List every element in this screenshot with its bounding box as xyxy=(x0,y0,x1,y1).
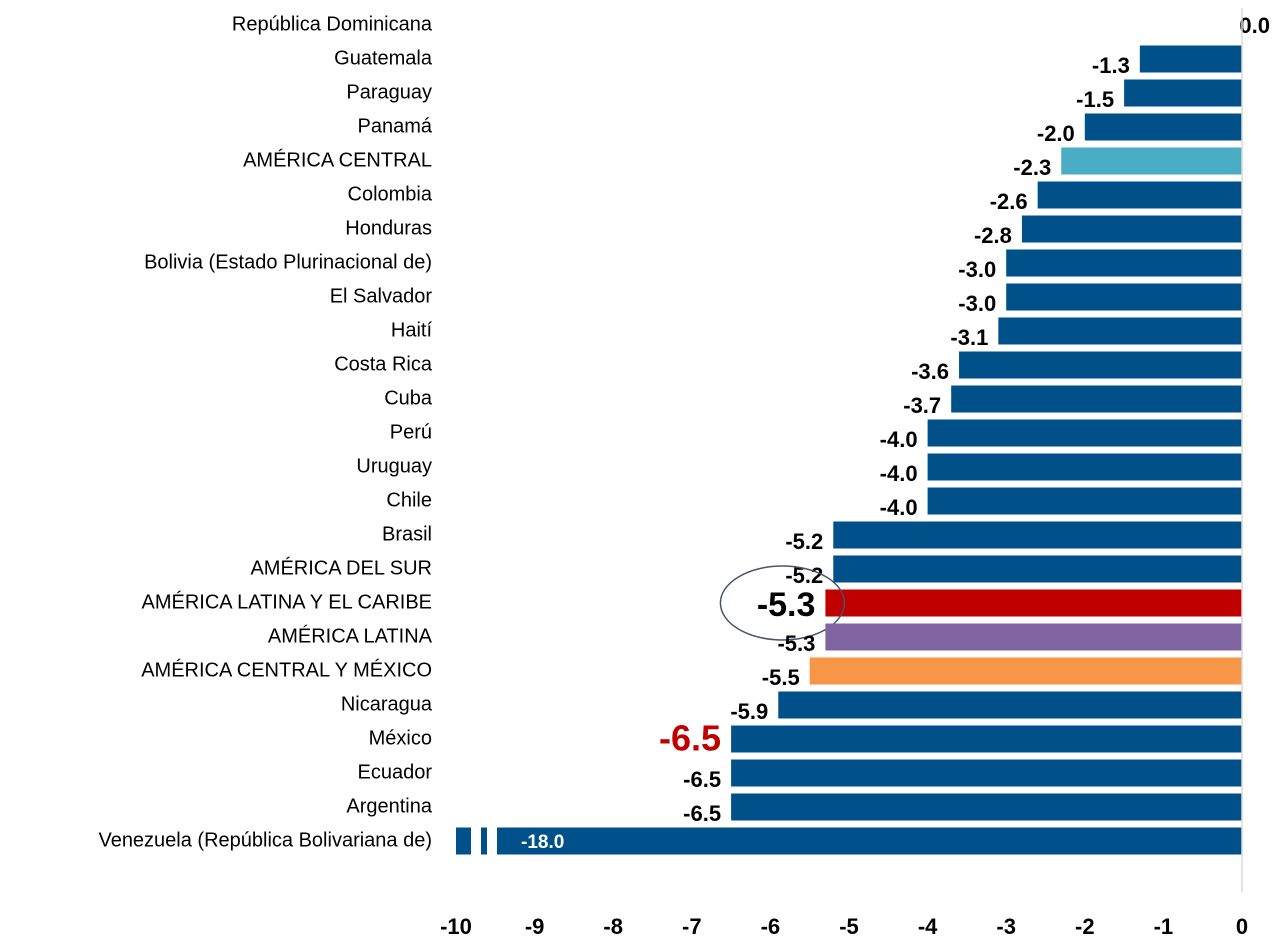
axis-break xyxy=(487,826,497,856)
bar xyxy=(1124,79,1242,107)
category-label: Honduras xyxy=(345,217,432,239)
bar xyxy=(951,385,1242,413)
value-label: -3.6 xyxy=(911,359,949,384)
category-label: Colombia xyxy=(348,183,433,205)
value-label: -4.0 xyxy=(880,461,918,486)
x-tick-label: -7 xyxy=(682,914,702,939)
category-label: Uruguay xyxy=(356,455,432,477)
value-label: -3.0 xyxy=(958,257,996,282)
bar xyxy=(1037,181,1242,209)
value-label: -6.5 xyxy=(683,801,721,826)
bar xyxy=(927,419,1242,447)
bar xyxy=(833,521,1242,549)
value-label: -2.3 xyxy=(1013,155,1051,180)
value-label: -5.9 xyxy=(730,699,768,724)
value-label: -5.3 xyxy=(777,631,815,656)
value-label: -1.5 xyxy=(1076,87,1114,112)
x-tick-label: -1 xyxy=(1154,914,1174,939)
bar xyxy=(1006,283,1242,311)
highlight-ellipse xyxy=(719,565,846,641)
category-label: AMÉRICA LATINA xyxy=(268,624,433,647)
category-label: Paraguay xyxy=(346,81,432,103)
category-label: México xyxy=(369,727,432,749)
bar xyxy=(927,487,1242,515)
category-label: AMÉRICA CENTRAL xyxy=(243,148,432,171)
category-label: Perú xyxy=(390,421,432,443)
bar xyxy=(731,725,1242,753)
x-tick-label: -2 xyxy=(1075,914,1095,939)
category-label: Haití xyxy=(391,319,433,341)
value-label: -3.0 xyxy=(958,291,996,316)
category-label: República Dominicana xyxy=(232,13,433,35)
value-label: -6.5 xyxy=(659,718,721,759)
bar xyxy=(825,623,1242,651)
value-label: -3.7 xyxy=(903,393,941,418)
value-label: -1.3 xyxy=(1092,53,1130,78)
category-label: Brasil xyxy=(382,523,432,545)
axis-break xyxy=(471,826,481,856)
bar xyxy=(778,691,1242,719)
bar xyxy=(825,589,1242,617)
x-tick-label: -6 xyxy=(761,914,781,939)
bar xyxy=(1061,147,1242,175)
category-label: Chile xyxy=(386,489,432,511)
bar xyxy=(1021,215,1242,243)
value-label: -5.2 xyxy=(785,529,823,554)
bar xyxy=(456,827,1243,855)
value-label: 0.0 xyxy=(1239,13,1270,38)
x-tick-label: 0 xyxy=(1236,914,1248,939)
bar xyxy=(1139,45,1242,73)
value-label: -3.1 xyxy=(950,325,988,350)
category-label: AMÉRICA DEL SUR xyxy=(250,556,432,579)
bar xyxy=(731,759,1242,787)
x-tick-label: -3 xyxy=(996,914,1016,939)
value-label: -5.5 xyxy=(762,665,800,690)
category-label: Cuba xyxy=(384,387,433,409)
category-label: Bolivia (Estado Plurinacional de) xyxy=(144,251,432,273)
x-tick-label: -10 xyxy=(440,914,472,939)
x-tick-label: -5 xyxy=(839,914,859,939)
x-tick-label: -4 xyxy=(918,914,938,939)
bar xyxy=(1084,113,1242,141)
bar xyxy=(959,351,1242,379)
bar xyxy=(809,657,1242,685)
category-label: Costa Rica xyxy=(334,353,433,375)
value-label: -2.0 xyxy=(1037,121,1075,146)
x-tick-label: -8 xyxy=(603,914,623,939)
category-label: Venezuela (República Bolivariana de) xyxy=(98,829,432,851)
category-label: AMÉRICA CENTRAL Y MÉXICO xyxy=(141,658,432,681)
value-label: -4.0 xyxy=(880,495,918,520)
value-label: -2.6 xyxy=(990,189,1028,214)
category-label: El Salvador xyxy=(330,285,433,307)
bar xyxy=(731,793,1242,821)
category-label: Nicaragua xyxy=(341,693,433,715)
value-label: -2.8 xyxy=(974,223,1012,248)
value-label: -5.3 xyxy=(757,586,816,624)
bar xyxy=(1006,249,1242,277)
category-label: Ecuador xyxy=(358,761,433,783)
category-label: Panamá xyxy=(358,115,433,137)
value-label: -4.0 xyxy=(880,427,918,452)
category-label: Guatemala xyxy=(334,47,433,69)
bar xyxy=(998,317,1242,345)
value-label: -18.0 xyxy=(521,832,564,853)
x-tick-label: -9 xyxy=(525,914,545,939)
bar xyxy=(833,555,1242,583)
category-label: AMÉRICA LATINA Y EL CARIBE xyxy=(142,590,432,613)
value-label: -6.5 xyxy=(683,767,721,792)
category-label: Argentina xyxy=(346,795,432,817)
bar xyxy=(927,453,1242,481)
